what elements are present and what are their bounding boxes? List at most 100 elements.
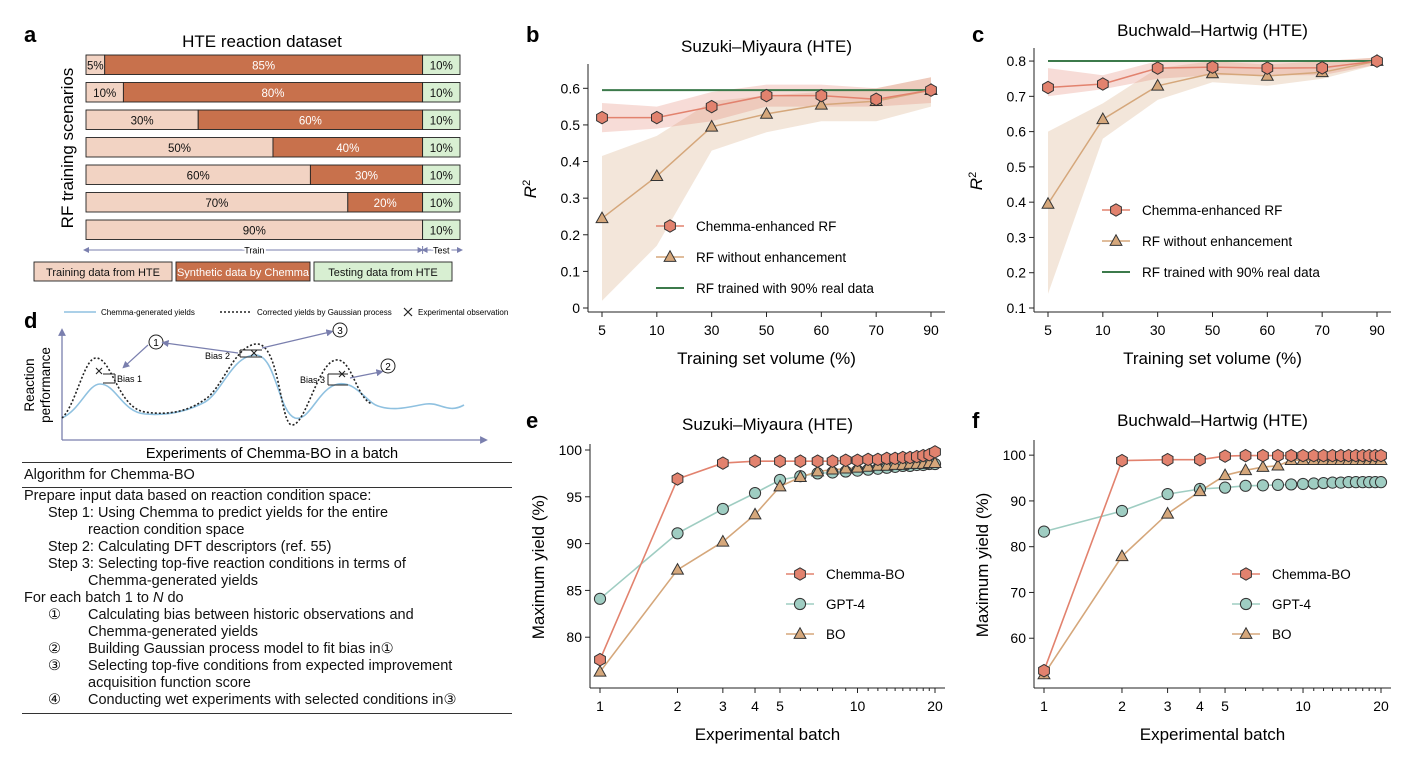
panel-b-point-rf-plain-4 bbox=[814, 97, 829, 110]
panel-f-legend-marker-bo bbox=[1239, 626, 1253, 639]
panel-f-legend-marker-gpt4 bbox=[1239, 597, 1253, 611]
panel-e-ytick-4: 100 bbox=[559, 442, 583, 458]
segment-label-chemma-2: 80% bbox=[261, 88, 284, 100]
d-xlabel: Experiments of Chemma-BO in a batch bbox=[146, 446, 398, 462]
panel-b-point-chemma-rf-4 bbox=[815, 88, 828, 103]
panel-e-point-bo-5 bbox=[793, 469, 808, 482]
d-observation-1 bbox=[95, 367, 103, 375]
panel-c-ytick-1: 0.2 bbox=[1007, 265, 1027, 281]
segment-test-1 bbox=[422, 54, 461, 75]
panel-e-point-bo-4 bbox=[773, 479, 787, 492]
panel-e-point-bo-19 bbox=[928, 455, 942, 468]
panel-c-title: Buchwald–Hartwig (HTE) bbox=[1117, 21, 1308, 40]
panel-b-xtick-2: 30 bbox=[704, 322, 720, 338]
panel-e-point-chemma-bo-4 bbox=[774, 454, 786, 468]
panel-e-legend-marker-gpt4 bbox=[793, 597, 807, 611]
panel-b-point-chemma-rf-1 bbox=[651, 110, 663, 125]
panel-b-legend-marker-rf-plain bbox=[663, 249, 677, 262]
panel-b-point-chemma-rf-3 bbox=[760, 88, 773, 103]
algorithm-item-3-line2: acquisition function score bbox=[88, 675, 251, 691]
panel-e-point-chemma-bo-10 bbox=[862, 452, 874, 467]
panel-c-point-chemma-rf-0 bbox=[1042, 80, 1054, 95]
panel-e-point-chemma-bo-7 bbox=[826, 454, 839, 468]
panel-f-point-chemma-bo-1 bbox=[1116, 453, 1128, 468]
panel-b-xtick-1: 10 bbox=[649, 322, 665, 338]
algorithm-item-2-mark: ② bbox=[48, 641, 61, 657]
panel-e-legend-marker-bo bbox=[793, 626, 807, 639]
segment-label-test-5: 10% bbox=[430, 170, 453, 182]
panel-f-point-gpt4-5 bbox=[1239, 479, 1252, 492]
panel-e-point-chemma-bo-9 bbox=[851, 453, 864, 468]
panel-f-point-bo-4 bbox=[1218, 468, 1232, 481]
segment-label-hte-6: 70% bbox=[205, 198, 228, 210]
segment-label-chemma-6: 20% bbox=[374, 198, 397, 210]
panel-f-point-chemma-bo-10 bbox=[1307, 448, 1320, 463]
panel-c-xtick-4: 60 bbox=[1260, 322, 1276, 338]
algorithm-step3b: Chemma-generated yields bbox=[88, 573, 259, 589]
panel-f-point-bo-3 bbox=[1193, 484, 1207, 497]
panel-b-xtick-6: 90 bbox=[923, 322, 939, 338]
panel-b-point-chemma-rf-2 bbox=[705, 99, 718, 114]
panel-e-legend-chemma-bo: Chemma-BO bbox=[826, 567, 905, 582]
panel-c-legend-real90: RF trained with 90% real data bbox=[1142, 265, 1320, 280]
panel-c-legend-marker-rf-plain bbox=[1109, 233, 1123, 246]
scenario-row-4: 50% 40% 10% bbox=[85, 137, 461, 158]
algorithm-item-3-line1: Selecting top-five conditions from expec… bbox=[88, 658, 453, 674]
panel-label-f: f bbox=[972, 408, 980, 433]
panel-f-point-chemma-bo-2 bbox=[1161, 452, 1174, 467]
panel-f-point-chemma-bo-19 bbox=[1375, 448, 1387, 463]
algorithm-item-4-line1: Conducting wet experiments with selected… bbox=[88, 692, 457, 708]
panel-f-ytick-3: 90 bbox=[1010, 493, 1026, 509]
panel-b-chart: Suzuki–Miyaura (HTE) 0 0.1 0.2 0.3 0.4 0.5 0.6 5… bbox=[521, 37, 945, 368]
panel-b-point-rf-plain-2 bbox=[704, 119, 719, 132]
algorithm-item-1-line2: Chemma-generated yields bbox=[88, 624, 259, 640]
legend-yield-label: Chemma-generated yields bbox=[101, 308, 195, 317]
algorithm-box: Algorithm for Chemma-BO Prepare input da… bbox=[22, 462, 512, 715]
segment-test-6 bbox=[422, 192, 461, 213]
panel-f-point-gpt4-19 bbox=[1374, 476, 1388, 489]
panel-f-line-gpt4 bbox=[1043, 481, 1381, 533]
panel-label-d: d bbox=[24, 308, 37, 333]
panel-f-point-gpt4-7 bbox=[1271, 478, 1285, 492]
panel-e-point-bo-7 bbox=[825, 462, 840, 475]
panel-c-xtick-5: 70 bbox=[1314, 322, 1330, 338]
panel-f-point-gpt4-6 bbox=[1256, 479, 1270, 492]
panel-c-point-chemma-rf-1 bbox=[1097, 77, 1109, 91]
legend-label-3: Testing data from HTE bbox=[328, 267, 437, 279]
panel-e-ylabel: Maximum yield (%) bbox=[529, 495, 548, 640]
segment-label-chemma-1: 85% bbox=[252, 60, 275, 72]
legend-swatch-2 bbox=[175, 261, 311, 282]
panel-e-point-chemma-bo-8 bbox=[839, 453, 852, 468]
panel-b-xlabel: Training set volume (%) bbox=[677, 349, 856, 368]
d-bias-2: Bias 2 bbox=[205, 351, 230, 361]
panel-f-point-chemma-bo-3 bbox=[1194, 452, 1206, 467]
panel-c-xtick-1: 10 bbox=[1095, 322, 1111, 338]
panel-f-xtick-2: 3 bbox=[1164, 698, 1172, 714]
train-label: Train bbox=[244, 246, 264, 256]
algorithm-item-2-line1: Building Gaussian process model to fit b… bbox=[88, 641, 394, 657]
d-bias-1: Bias 1 bbox=[117, 374, 142, 384]
scenario-row-2: 10% 80% 10% bbox=[85, 82, 461, 103]
panel-b-ytick-3: 0.3 bbox=[561, 190, 581, 206]
panel-f-point-chemma-bo-9 bbox=[1297, 448, 1309, 463]
panel-f-xtick-1: 2 bbox=[1118, 698, 1126, 714]
panel-f-point-chemma-bo-5 bbox=[1239, 448, 1252, 463]
panel-b-legend-real90: RF trained with 90% real data bbox=[696, 281, 874, 296]
panel-c-point-rf-plain-1 bbox=[1096, 112, 1110, 125]
panel-a-title: HTE reaction dataset bbox=[182, 32, 342, 51]
panel-f-xtick-0: 1 bbox=[1040, 698, 1048, 714]
panel-b-point-chemma-rf-0 bbox=[596, 110, 608, 125]
panel-b-ytick-6: 0.6 bbox=[561, 80, 581, 96]
panel-b-legend-marker-chemma-rf bbox=[664, 219, 676, 233]
panel-f-point-gpt4-4 bbox=[1218, 481, 1232, 494]
panel-e-xtick-4: 5 bbox=[776, 698, 784, 714]
panel-e-xtick-3: 4 bbox=[751, 698, 759, 714]
panel-label-c: c bbox=[972, 22, 984, 47]
segment-label-test-1: 10% bbox=[430, 60, 453, 72]
legend-observation-marker bbox=[403, 307, 413, 317]
panel-c-xtick-2: 30 bbox=[1150, 322, 1166, 338]
panel-label-a: a bbox=[24, 22, 37, 47]
panel-f-point-bo-7 bbox=[1271, 458, 1285, 471]
panel-f-xtick-4: 5 bbox=[1221, 698, 1229, 714]
